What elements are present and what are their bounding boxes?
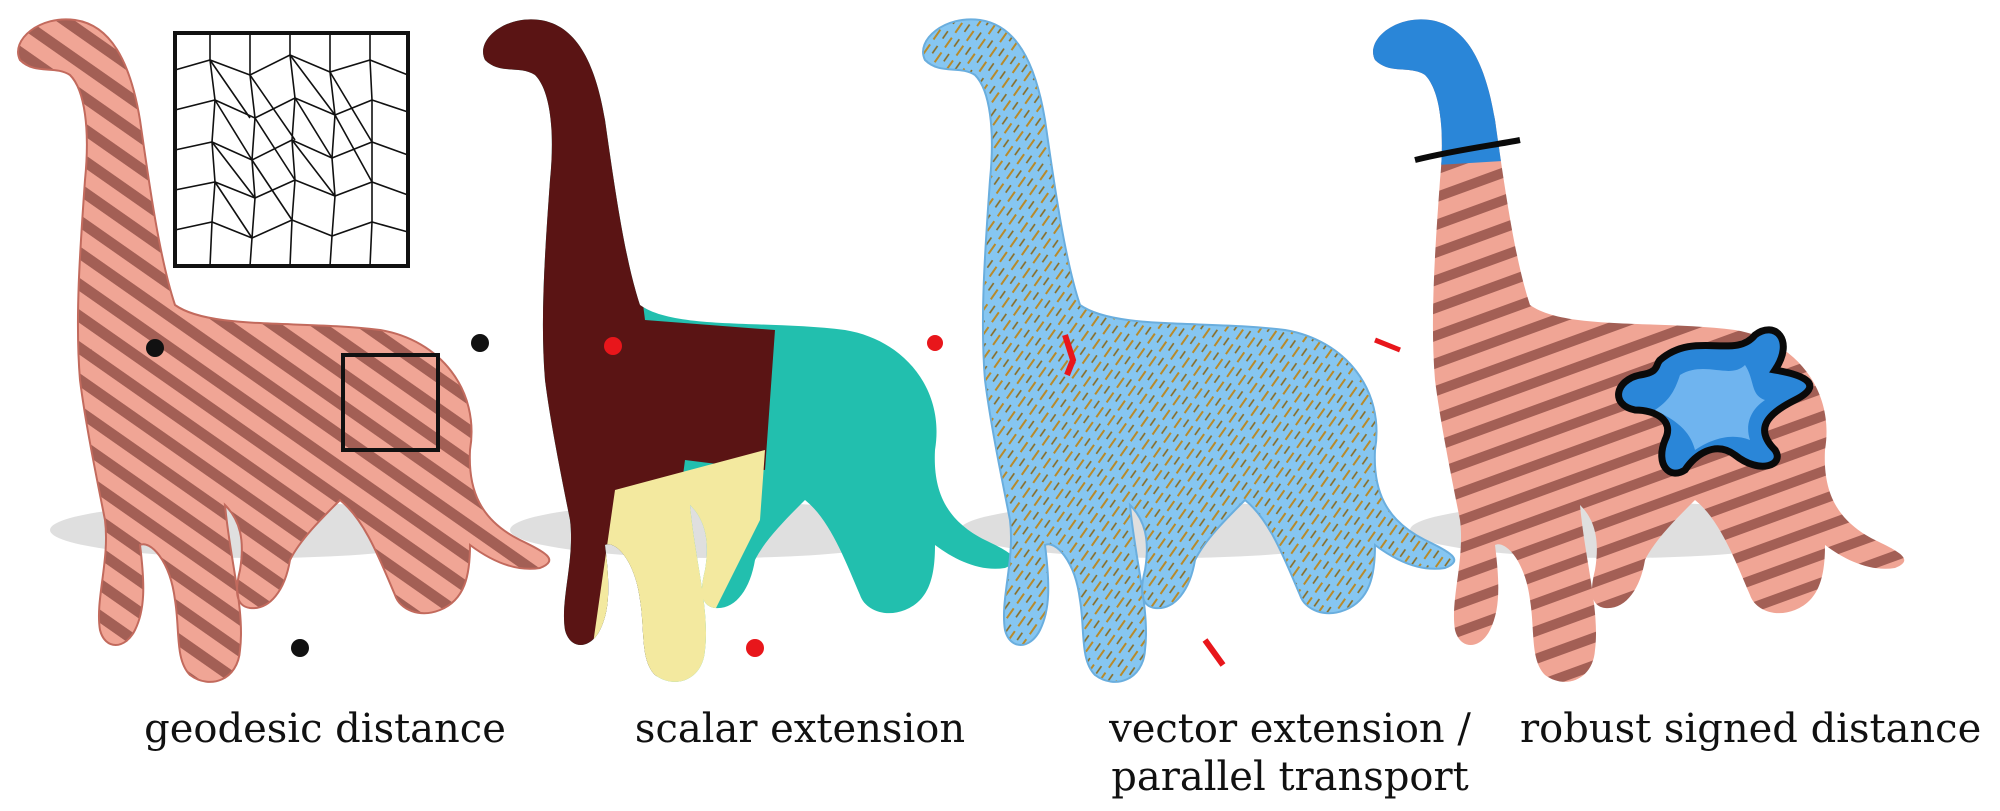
source-marker — [604, 337, 622, 355]
caption-line: scalar extension — [634, 706, 966, 752]
panel-robust-signed-distance — [1373, 19, 1905, 682]
source-marker — [471, 334, 489, 352]
caption-vector-extension: vector extension / parallel transport — [1080, 705, 1500, 801]
caption-line: robust signed distance — [1520, 706, 1982, 752]
mesh-inset — [173, 31, 410, 268]
source-marker — [291, 639, 309, 657]
caption-geodesic-distance: geodesic distance — [130, 705, 520, 753]
source-marker — [146, 339, 164, 357]
caption-scalar-extension: scalar extension — [620, 705, 980, 753]
caption-line: parallel transport — [1111, 754, 1469, 800]
source-marker — [1202, 638, 1226, 667]
panel-scalar-extension — [483, 19, 1015, 682]
source-marker — [1374, 337, 1401, 353]
zoom-region-box — [341, 353, 440, 452]
region-inside-level — [1655, 365, 1765, 450]
panel-vector-extension — [922, 18, 1456, 683]
panel-geodesic-distance — [17, 18, 551, 683]
source-marker — [1062, 334, 1077, 377]
source-marker — [927, 335, 943, 351]
caption-line: vector extension / — [1109, 706, 1471, 752]
source-marker — [746, 639, 764, 657]
caption-line: geodesic distance — [144, 706, 506, 752]
zero-level-boundary — [1414, 137, 1521, 163]
caption-robust-signed-distance: robust signed distance — [1520, 705, 1982, 753]
